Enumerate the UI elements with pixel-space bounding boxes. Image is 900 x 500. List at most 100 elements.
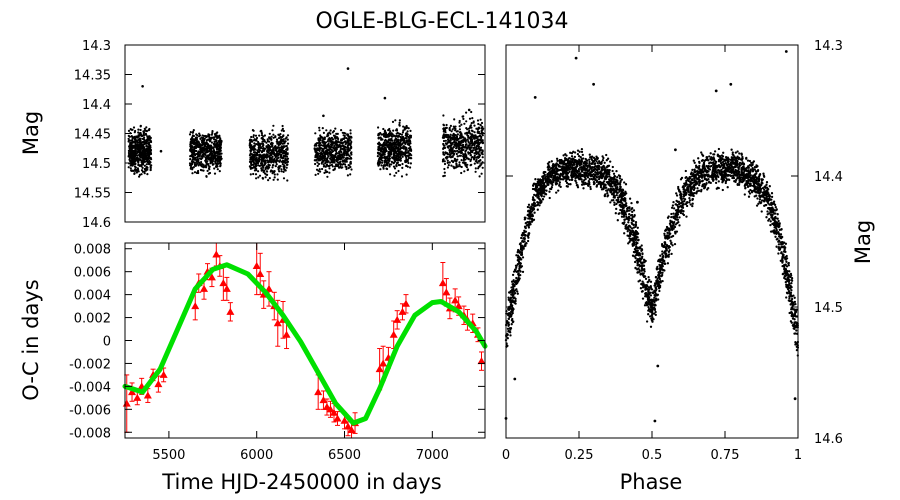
lightcurve-point — [270, 154, 273, 157]
lightcurve-point — [263, 149, 266, 152]
phased-point — [664, 243, 667, 246]
phased-point — [526, 205, 530, 209]
lightcurve-point — [331, 154, 334, 157]
lightcurve-point — [397, 139, 400, 142]
lightcurve-point — [449, 139, 452, 142]
lightcurve-point — [445, 143, 448, 146]
lightcurve-point — [321, 167, 324, 171]
lightcurve-point — [266, 146, 269, 149]
lightcurve-point — [322, 131, 325, 134]
lightcurve-point — [318, 129, 321, 132]
lightcurve-point — [444, 139, 447, 142]
lightcurve-point — [406, 143, 409, 146]
lightcurve-point — [188, 133, 192, 136]
lightcurve-point — [395, 171, 398, 174]
lightcurve-point — [277, 166, 280, 169]
lightcurve-point — [219, 147, 222, 150]
phased-point — [577, 154, 581, 158]
lightcurve-point — [252, 135, 255, 139]
lightcurve-point — [464, 163, 467, 166]
phased-point — [673, 242, 677, 246]
lightcurve-point — [458, 161, 461, 164]
lightcurve-point — [402, 141, 406, 144]
lightcurve-point — [341, 154, 344, 157]
lightcurve-point — [316, 161, 319, 164]
lightcurve-point — [336, 132, 339, 135]
lightcurve-point — [268, 177, 271, 180]
lightcurve-point — [257, 164, 260, 167]
lightcurve-point — [341, 131, 344, 134]
lightcurve-point — [409, 129, 412, 132]
phased-point — [548, 196, 551, 200]
lightcurve-point — [207, 146, 210, 149]
lightcurve-point — [382, 151, 385, 154]
lightcurve-point — [195, 133, 198, 136]
lightcurve-point — [398, 121, 401, 124]
lightcurve-point — [347, 167, 350, 170]
lightcurve-point — [317, 152, 321, 155]
lightcurve-point — [476, 119, 480, 122]
lightcurve-point — [150, 164, 153, 167]
phased-point — [774, 235, 777, 238]
lightcurve-point — [475, 156, 478, 159]
lightcurve-point — [350, 168, 353, 171]
lightcurve-point — [445, 126, 448, 129]
lightcurve-point — [391, 139, 394, 142]
lightcurve-point — [383, 139, 387, 142]
phased-point — [688, 199, 692, 202]
lightcurve-ytick-label: 14.4 — [82, 98, 111, 113]
lightcurve-point — [280, 168, 283, 171]
lightcurve-point — [347, 143, 350, 146]
lightcurve-point — [271, 172, 274, 175]
oc-point — [319, 396, 328, 404]
lightcurve-point — [470, 136, 473, 139]
lightcurve-point — [283, 142, 286, 145]
lightcurve-point — [460, 151, 463, 154]
lightcurve-point — [145, 163, 148, 166]
lightcurve-point — [148, 144, 151, 147]
lightcurve-point — [409, 162, 412, 165]
lightcurve-point — [343, 152, 346, 155]
lightcurve-point — [271, 155, 274, 158]
lightcurve-point — [395, 165, 398, 168]
phased-point — [696, 187, 699, 190]
phased-point — [672, 200, 675, 204]
lightcurve-point — [454, 144, 458, 148]
lightcurve-point — [278, 134, 281, 137]
oc-ytick-label: -0.004 — [69, 380, 111, 395]
lightcurve-point — [257, 148, 261, 151]
lightcurve-point — [393, 167, 397, 170]
lightcurve-point — [388, 165, 391, 168]
lightcurve-point — [143, 170, 146, 173]
lightcurve-point — [459, 165, 462, 168]
lightcurve-point — [144, 129, 147, 132]
lightcurve-point — [480, 136, 483, 140]
lightcurve-point — [382, 166, 385, 169]
lightcurve-point — [380, 164, 383, 167]
lightcurve-point — [447, 138, 450, 141]
lightcurve-point — [248, 144, 251, 147]
lightcurve-point — [133, 146, 137, 149]
lightcurve-point — [336, 137, 339, 140]
lightcurve-point — [212, 136, 215, 139]
lightcurve-point — [378, 158, 381, 161]
lightcurve-point — [401, 162, 404, 166]
lightcurve-point — [319, 134, 322, 137]
lightcurve-point — [350, 151, 353, 154]
lightcurve-point — [397, 169, 400, 173]
lightcurve-point — [476, 151, 480, 154]
phased-point — [769, 220, 772, 223]
lightcurve-point — [262, 154, 265, 157]
lightcurve-point — [190, 163, 193, 166]
lightcurve-point — [452, 132, 455, 135]
lightcurve-point — [280, 129, 283, 132]
lightcurve-point — [332, 146, 335, 149]
lightcurve-point — [194, 136, 198, 139]
phased-point — [731, 153, 734, 156]
lightcurve-point — [134, 166, 137, 169]
lightcurve-point — [391, 156, 394, 159]
lightcurve-point — [281, 163, 284, 166]
lightcurve-point — [286, 163, 289, 166]
lightcurve-point — [316, 156, 319, 160]
